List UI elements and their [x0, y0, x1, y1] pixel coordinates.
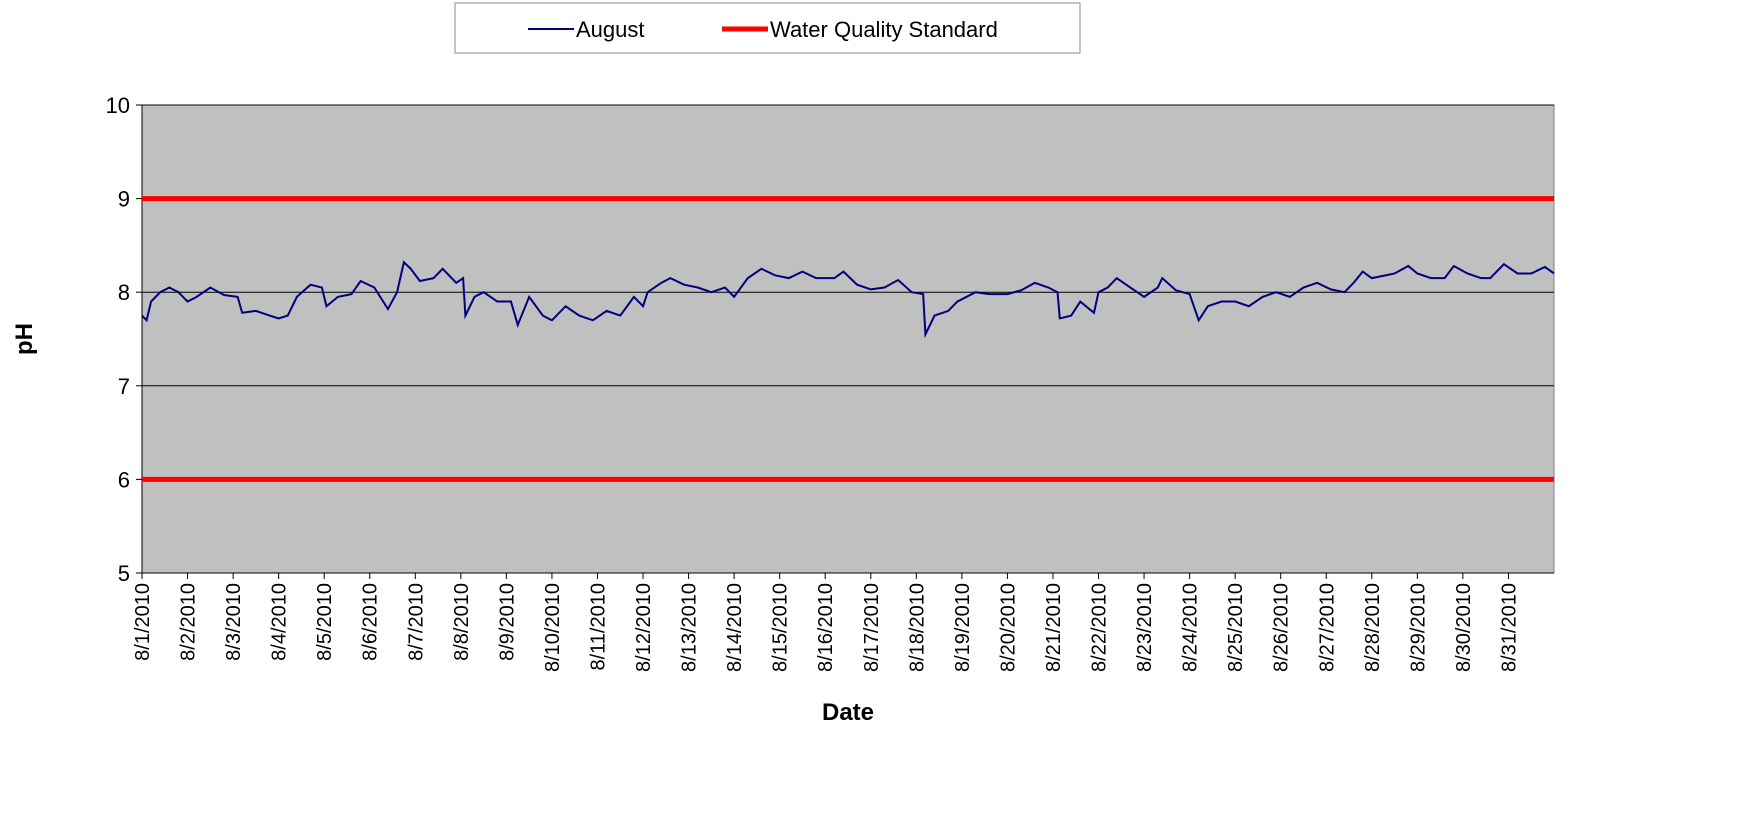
x-tick-label: 8/16/2010 [815, 583, 837, 672]
x-tick-label: 8/13/2010 [679, 583, 701, 672]
plot-area [141, 104, 1555, 574]
x-tick-label: 8/24/2010 [1180, 583, 1202, 672]
x-tick-label: 8/25/2010 [1225, 583, 1247, 672]
legend-label: Water Quality Standard [770, 17, 998, 42]
x-tick-label: 8/30/2010 [1453, 583, 1475, 672]
x-tick-label: 8/2/2010 [178, 583, 200, 661]
x-tick-label: 8/10/2010 [542, 583, 564, 672]
y-tick-label: 10 [106, 93, 130, 118]
y-tick-label: 5 [118, 561, 130, 586]
x-tick-label: 8/29/2010 [1407, 583, 1429, 672]
y-axis-title: pH [11, 323, 38, 355]
x-tick-label: 8/12/2010 [633, 583, 655, 672]
x-tick-label: 8/1/2010 [132, 583, 154, 661]
x-tick-label: 8/21/2010 [1043, 583, 1065, 672]
data-line [141, 260, 1555, 339]
x-tick-label: 8/28/2010 [1362, 583, 1384, 672]
x-tick-label: 8/18/2010 [906, 583, 928, 672]
y-tick-label: 7 [118, 374, 130, 399]
x-tick-label: 8/17/2010 [861, 583, 883, 672]
x-tick-label: 8/3/2010 [223, 583, 245, 661]
x-tick-label: 8/4/2010 [269, 583, 291, 661]
x-tick-label: 8/20/2010 [997, 583, 1019, 672]
x-tick-label: 8/19/2010 [952, 583, 974, 672]
x-tick-label: 8/15/2010 [770, 583, 792, 672]
x-tick-label: 8/8/2010 [451, 583, 473, 661]
x-tick-label: 8/11/2010 [587, 583, 609, 671]
x-tick-label: 8/22/2010 [1089, 583, 1111, 672]
x-tick-label: 8/26/2010 [1271, 583, 1293, 672]
x-tick-label: 8/23/2010 [1134, 583, 1156, 672]
x-tick-label: 8/31/2010 [1498, 583, 1520, 672]
x-tick-label: 8/6/2010 [360, 583, 382, 661]
x-tick-label: 8/14/2010 [724, 583, 746, 672]
x-tick-label: 8/9/2010 [496, 583, 518, 661]
x-tick-label: 8/27/2010 [1316, 583, 1338, 672]
y-tick-label: 8 [118, 280, 130, 305]
y-tick-label: 9 [118, 187, 130, 212]
x-tick-label: 8/7/2010 [405, 583, 427, 661]
y-tick-label: 6 [118, 467, 130, 492]
legend-label: August [576, 17, 645, 42]
x-axis-title: Date [822, 699, 874, 726]
x-tick-label: 8/5/2010 [314, 583, 336, 661]
